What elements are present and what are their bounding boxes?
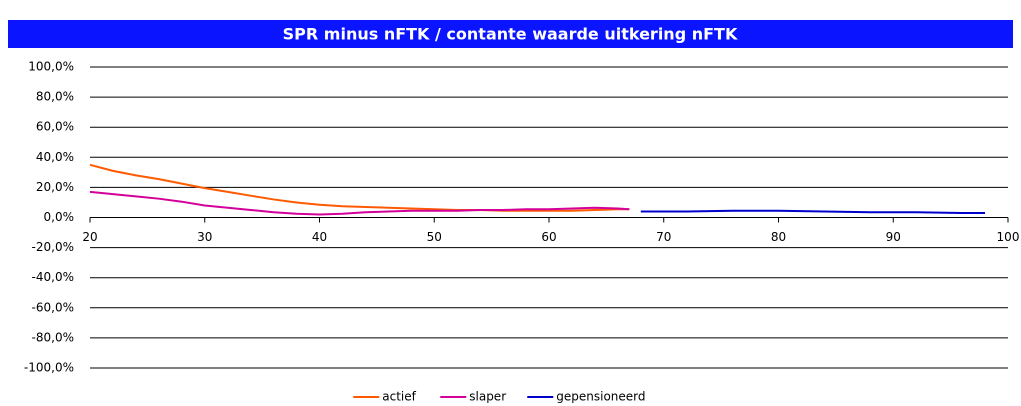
x-tick-label: 90 bbox=[886, 230, 901, 244]
y-tick-label: -80,0% bbox=[32, 330, 74, 344]
y-tick-label: -100,0% bbox=[24, 361, 74, 375]
y-tick-label: -20,0% bbox=[32, 240, 74, 254]
series-line bbox=[89, 190, 630, 216]
y-tick-label: -60,0% bbox=[32, 300, 74, 314]
y-tick-label: 60,0% bbox=[36, 120, 74, 134]
series-line bbox=[640, 209, 986, 214]
legend-label: slaper bbox=[469, 390, 506, 404]
y-tick-label: 40,0% bbox=[36, 150, 74, 164]
x-tick-label: 50 bbox=[427, 230, 442, 244]
x-tick-label: 70 bbox=[656, 230, 671, 244]
x-tick-label: 20 bbox=[82, 230, 97, 244]
y-tick-label: 0,0% bbox=[44, 210, 75, 224]
y-tick-label: 20,0% bbox=[36, 180, 74, 194]
chart-title: SPR minus nFTK / contante waarde uitkeri… bbox=[283, 25, 738, 44]
y-tick-label: 100,0% bbox=[28, 60, 74, 74]
x-tick-label: 100 bbox=[997, 230, 1020, 244]
y-tick-label: -40,0% bbox=[32, 270, 74, 284]
legend-label: actief bbox=[382, 390, 416, 404]
y-tick-label: 80,0% bbox=[36, 90, 74, 104]
legend-label: gepensioneerd bbox=[556, 390, 645, 404]
series-line bbox=[89, 163, 630, 212]
x-tick-label: 30 bbox=[197, 230, 212, 244]
title-bar bbox=[8, 20, 1013, 48]
x-tick-label: 60 bbox=[541, 230, 556, 244]
x-tick-label: 40 bbox=[312, 230, 327, 244]
x-tick-label: 80 bbox=[771, 230, 786, 244]
